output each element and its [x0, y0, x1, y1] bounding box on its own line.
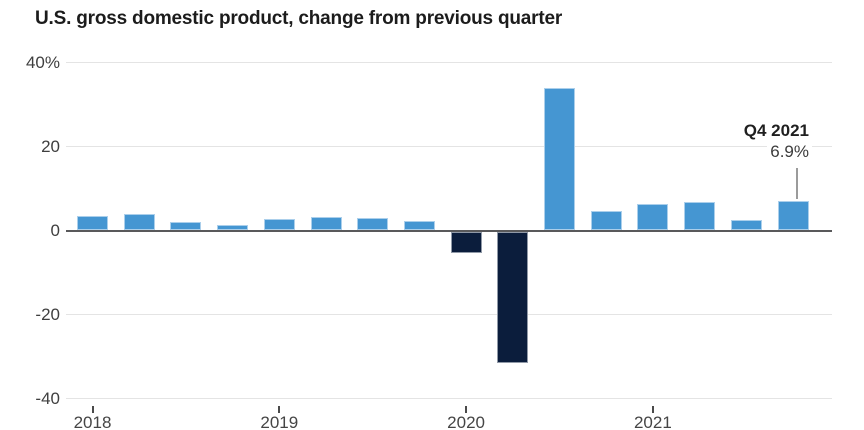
- zero-axis-line: [66, 230, 832, 232]
- bar-q4-2020: [590, 211, 622, 230]
- annotation-title: Q4 2021: [740, 121, 812, 141]
- x-axis-label-2020: 2020: [447, 413, 486, 430]
- y-axis-label: 20: [41, 136, 60, 156]
- bar-q3-2018: [170, 221, 202, 230]
- y-axis-label: -20: [35, 304, 60, 324]
- bar-q1-2020: [450, 232, 482, 254]
- annotation-pointer-line: [796, 168, 798, 200]
- y-axis-label: 0: [50, 221, 60, 240]
- x-axis-label-2018: 2018: [73, 413, 112, 430]
- x-axis-tick: [91, 406, 94, 413]
- bar-q2-2021: [684, 201, 716, 230]
- bar-q2-2019: [310, 216, 342, 230]
- x-axis-tick: [465, 406, 468, 413]
- bar-q3-2019: [357, 218, 389, 230]
- bar-q3-2020: [544, 88, 575, 230]
- bar-q1-2018: [77, 215, 108, 230]
- x-axis-label-2021: 2021: [633, 413, 672, 430]
- y-axis-label: -40: [35, 388, 60, 408]
- bar-q2-2018: [123, 214, 155, 230]
- bar-q2-2020: [497, 232, 529, 364]
- bar-q1-2021: [637, 203, 669, 230]
- bar-q4-2019: [403, 220, 435, 230]
- bar-q1-2019: [263, 219, 295, 230]
- gridline: [66, 398, 832, 399]
- bar-q4-2018: [217, 224, 249, 230]
- gridline: [66, 314, 832, 315]
- x-axis-tick: [278, 406, 281, 413]
- page-title: U.S. gross domestic product, change from…: [35, 8, 563, 29]
- x-axis-label-2019: 2019: [260, 413, 299, 430]
- y-axis-label: 40%: [25, 52, 60, 72]
- gridline: [66, 62, 832, 63]
- x-axis-tick: [651, 406, 654, 413]
- bar-q3-2021: [730, 220, 762, 230]
- annotation-value: 6.9%: [767, 142, 812, 162]
- bar-q4-2021: [777, 201, 809, 230]
- gridline: [66, 146, 832, 147]
